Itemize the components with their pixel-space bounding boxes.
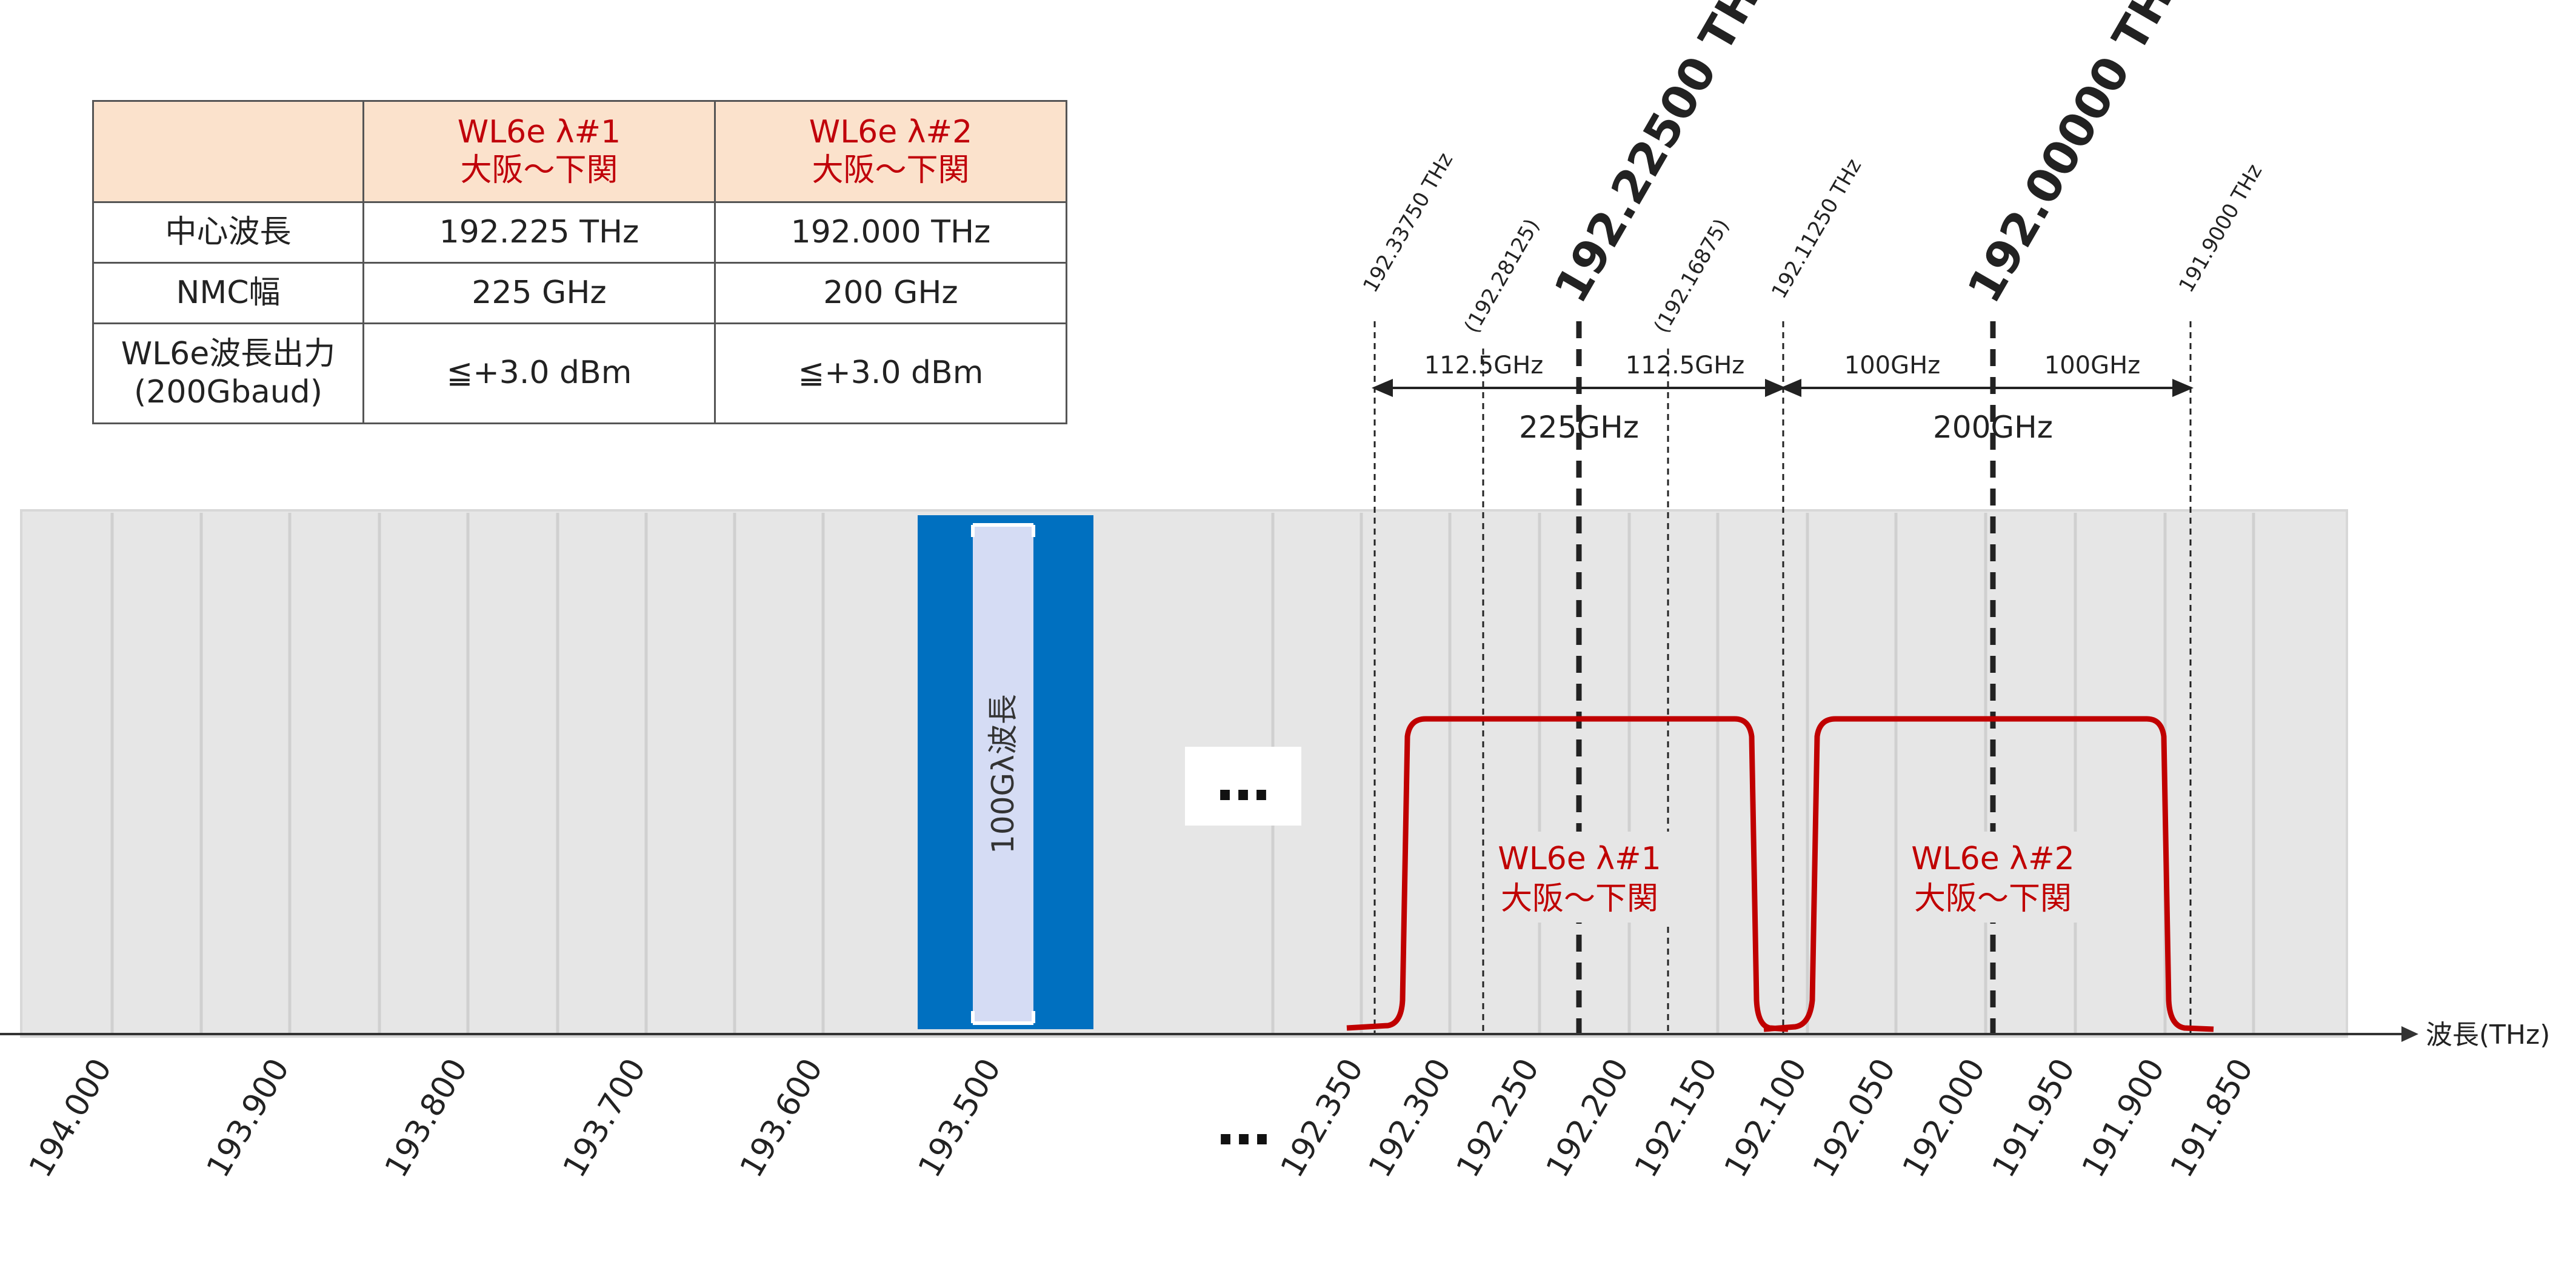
axis-tick-label: 192.150 [1628, 1053, 1724, 1184]
output-power-label-line2: (200Gbaud) [134, 374, 322, 410]
top-frequency-labels: 192.33750 THz (192.28125)192.22500 THz(19… [1358, 0, 2267, 338]
axis-tick-label: 191.900 [2075, 1053, 2172, 1184]
spacing-label-2: 112.5GHz [1626, 352, 1745, 379]
axis-tick-label: 192.050 [1806, 1053, 1903, 1184]
header-lambda2-line1: WL6e λ#2 [809, 113, 973, 150]
signal-lambda1 [1346, 716, 1789, 1032]
signal-label-lambda2-line2: 大阪〜下関 [1914, 881, 2072, 917]
row-label-output-power: WL6e波長出力 (200Gbaud) [92, 322, 364, 424]
header-lambda1-line1: WL6e λ#1 [457, 113, 621, 150]
axis-tick-label: 191.850 [2164, 1053, 2260, 1184]
width-label-225: 225GHz [1519, 410, 1639, 445]
blue-channel-brackets [971, 523, 1035, 1025]
axis-tick-label: 193.500 [912, 1053, 1008, 1184]
blue-channel-label: 100Gλ波長 [986, 694, 1021, 854]
axis-tick-labels: 194.000 193.900 193.800 193.700 193.600 193.5… [22, 1053, 2260, 1184]
axis-tick-label: 192.100 [1718, 1053, 1814, 1184]
axis-tick-label: 193.600 [733, 1053, 830, 1184]
header-lambda1-line2: 大阪〜下関 [460, 152, 618, 189]
top-frequency-label: 192.33750 THz [1358, 149, 1458, 296]
signal-lambda2 [1763, 716, 2214, 1032]
signal-label-bg-1 [1485, 832, 1674, 923]
header-cell-lambda2: WL6e λ#2 大阪〜下関 [714, 100, 1067, 203]
spacing-label-1: 112.5GHz [1424, 352, 1544, 379]
header-cell-empty [92, 100, 364, 203]
spacing-label-3: 100GHz [1844, 352, 1940, 379]
axis-tick-label: 191.950 [1986, 1053, 2082, 1184]
axis-tick-label: 193.900 [200, 1053, 296, 1184]
table-row: NMC幅 225 GHz 200 GHz [92, 262, 1067, 324]
nmc-width-lambda1: 225 GHz [362, 262, 716, 324]
top-frequency-label: 192.22500 THz [1544, 0, 1784, 312]
header-lambda2-line2: 大阪〜下関 [812, 152, 970, 189]
spacing-label-4: 100GHz [2044, 352, 2140, 379]
top-frequency-label: 192.00000 THz [1957, 0, 2197, 312]
top-frequency-label: 192.11250 THz [1767, 155, 1866, 302]
nmc-width-lambda2: 200 GHz [714, 262, 1067, 324]
spec-table: WL6e λ#1 大阪〜下関 WL6e λ#2 大阪〜下関 中心波長 192.225… [92, 100, 1067, 424]
center-wavelength-lambda2: 192.000 THz [714, 201, 1067, 264]
header-cell-lambda1: WL6e λ#1 大阪〜下関 [362, 100, 716, 203]
row-label-center-wavelength: 中心波長 [92, 201, 364, 264]
ellipsis-box [1185, 747, 1301, 826]
blue-channel-inner [973, 525, 1033, 1023]
signal-label-lambda2-line1: WL6e λ#2 [1911, 841, 2074, 877]
signal-label-lambda1-line1: WL6e λ#1 [1498, 841, 1661, 877]
table-row: 中心波長 192.225 THz 192.000 THz [92, 201, 1067, 264]
flex-grid-background [20, 509, 2348, 1038]
width-label-200: 200GHz [1933, 410, 2053, 445]
signal-label-bg-2 [1898, 832, 2087, 923]
axis-tick-label: 192.300 [1362, 1053, 1458, 1184]
grid-ellipsis: … [1216, 750, 1270, 813]
axis-tick-label: 193.700 [556, 1053, 653, 1184]
axis-tick-label: 192.350 [1274, 1053, 1370, 1184]
axis-tick-label: 192.000 [1896, 1053, 1992, 1184]
top-frequency-label: (192.16875) [1649, 215, 1734, 337]
output-power-lambda1: ≦+3.0 dBm [362, 322, 716, 424]
table-row: WL6e波長出力 (200Gbaud) ≦+3.0 dBm ≦+3.0 dBm [92, 322, 1067, 424]
spacing-arrows [1371, 378, 2194, 398]
axis-tick-label: 194.000 [22, 1053, 119, 1184]
row-label-nmc-width: NMC幅 [92, 262, 364, 324]
axis-tick-label: 192.200 [1540, 1053, 1636, 1184]
axis-tick-label: 193.800 [378, 1053, 475, 1184]
axis-tick-label: 192.250 [1450, 1053, 1546, 1184]
output-power-lambda2: ≦+3.0 dBm [714, 322, 1067, 424]
center-wavelength-lambda1: 192.225 THz [362, 201, 716, 264]
axis-ellipsis: … [1216, 1094, 1271, 1158]
top-frequency-label: 191.9000 THz [2174, 160, 2267, 296]
axis-arrow-icon [2401, 1026, 2418, 1042]
output-power-label-line1: WL6e波長出力 [121, 335, 336, 372]
axis-label: 波長(THz) [2426, 1020, 2550, 1050]
signal-label-lambda1-line2: 大阪〜下関 [1501, 881, 1658, 917]
spec-table-header: WL6e λ#1 大阪〜下関 WL6e λ#2 大阪〜下関 [92, 100, 1067, 203]
top-frequency-label: (192.28125) [1460, 215, 1544, 337]
